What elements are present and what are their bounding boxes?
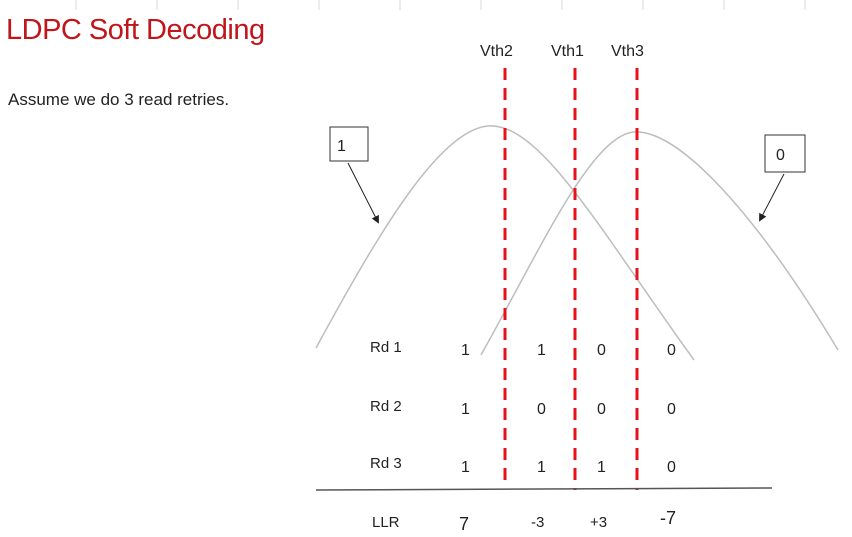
llr-value: +3: [590, 514, 607, 531]
llr-value: 7: [459, 514, 469, 534]
callout-label-right: 0: [776, 147, 785, 164]
row-bit: 0: [667, 342, 676, 359]
callout-arrow-left: [347, 162, 379, 224]
row-bit: 1: [537, 342, 546, 359]
row-bit: 1: [597, 459, 606, 476]
llr-label: LLR: [372, 514, 400, 531]
threshold-label-vth1: Vth1: [551, 43, 584, 60]
row-label-rd2: Rd 2: [370, 398, 402, 415]
llr-value: -3: [531, 514, 544, 531]
row-bit: 0: [597, 342, 606, 359]
distribution-curve-0: [480, 131, 839, 356]
row-bit: 1: [461, 459, 470, 476]
row-bit: 1: [537, 459, 546, 476]
callout-arrow-right: [759, 173, 785, 222]
row-bit: 1: [461, 401, 470, 418]
row-label-rd3: Rd 3: [370, 455, 402, 472]
callout-box-right: [764, 134, 806, 173]
row-label-rd1: Rd 1: [370, 339, 402, 356]
spreadsheet-gridlines: [0, 0, 852, 14]
slide-title: LDPC Soft Decoding: [6, 14, 265, 46]
slide-subtitle: Assume we do 3 read retries.: [8, 90, 230, 109]
callout-box-left: [329, 126, 369, 162]
llr-value: -7: [660, 508, 676, 528]
threshold-label-vth3: Vth3: [611, 43, 644, 60]
row-bit: 1: [461, 342, 470, 359]
threshold-label-vth2: Vth2: [480, 43, 513, 60]
callout-label-left: 1: [337, 138, 346, 155]
row-bit: 0: [537, 401, 546, 418]
row-bit: 0: [667, 459, 676, 476]
distribution-curve-1: [315, 125, 695, 361]
row-bit: 0: [667, 401, 676, 418]
llr-separator-line: [315, 487, 773, 491]
row-bit: 0: [597, 401, 606, 418]
